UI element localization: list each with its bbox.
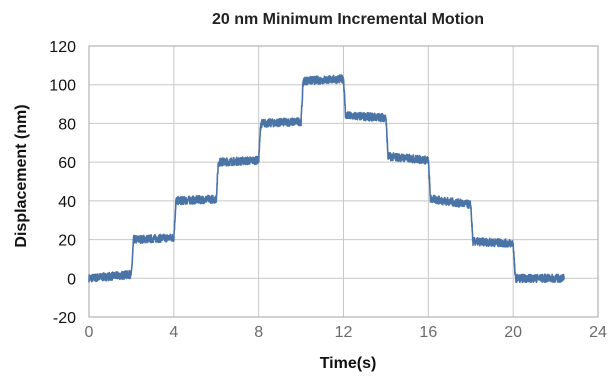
x-axis-label: Time(s) xyxy=(320,355,377,372)
displacement-series-line xyxy=(88,74,565,284)
x-tick-label: 24 xyxy=(589,324,607,341)
x-tick-label: 4 xyxy=(169,324,178,341)
x-tick-labels: 0 4 8 12 16 20 24 xyxy=(85,324,607,341)
x-tick-label: 12 xyxy=(335,324,353,341)
y-tick-label: 80 xyxy=(58,116,76,133)
y-tick-label: 100 xyxy=(49,78,76,95)
plot-frame xyxy=(88,45,599,318)
y-tick-label: 0 xyxy=(67,271,76,288)
y-tick-label: 20 xyxy=(58,233,76,250)
x-tick-label: 16 xyxy=(419,324,437,341)
x-tick-label: 0 xyxy=(85,324,94,341)
y-tick-label: -20 xyxy=(53,310,76,327)
y-tick-label: 60 xyxy=(58,155,76,172)
y-tick-label: 120 xyxy=(49,39,76,56)
y-tick-label: 40 xyxy=(58,194,76,211)
y-axis-label: Displacement (nm) xyxy=(13,104,30,247)
x-tick-label: 8 xyxy=(254,324,263,341)
x-tick-label: 20 xyxy=(504,324,522,341)
y-tick-labels: -20 0 20 40 60 80 100 120 xyxy=(49,39,76,327)
series-layer xyxy=(88,74,565,284)
chart-title: 20 nm Minimum Incremental Motion xyxy=(212,11,484,28)
